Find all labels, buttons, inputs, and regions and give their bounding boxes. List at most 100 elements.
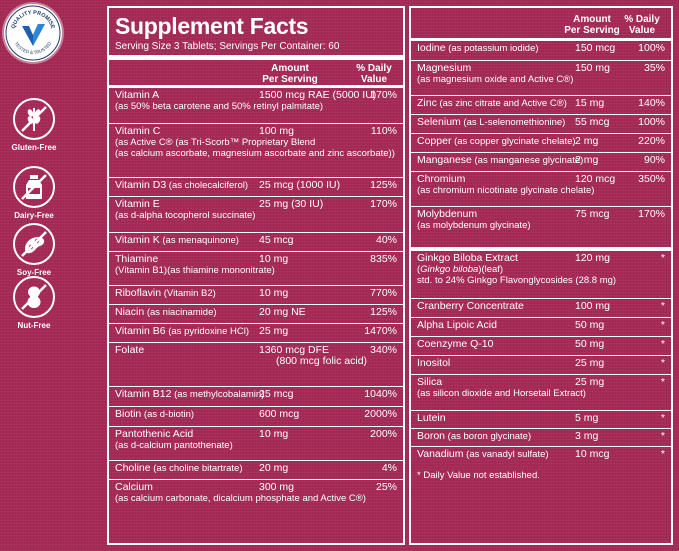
amount-header-1: Amount — [573, 14, 611, 25]
nutrient-row: Cranberry Concentrate 100 mg * — [411, 299, 671, 318]
nutrient-row: Vitamin B6 (as pyridoxine HCl) 25 mg 1470% — [109, 324, 403, 343]
amount-header-1: Amount — [271, 63, 309, 74]
daily-value: 350% — [638, 173, 665, 185]
nutrient-row: Vitamin D3 (as cholecalciferol) 25 mcg (1… — [109, 178, 403, 197]
nutrient-row: Vitamin E (as d-alpha tocopherol succinat… — [109, 197, 403, 233]
nutrient-name: Riboflavin — [115, 287, 162, 299]
amount-per-serving: 1360 mcg DFE — [259, 344, 330, 356]
nutrient-name: Vitamin D3 — [115, 179, 167, 191]
amount-header-2: Per Serving — [262, 74, 318, 85]
nutrient-source: (as magnesium oxide and Active C®) — [417, 74, 574, 85]
nutrient-row: Vitamin C (as Active C® (as Tri-Scorb™ Pr… — [109, 124, 403, 178]
nutrient-row: Folate 1360 mcg DFE (800 mcg folic acid) 34… — [109, 343, 403, 387]
amount-per-serving: 2 mg — [575, 135, 599, 147]
nutrient-name: Folate — [115, 344, 145, 356]
nutrient-row: Vitamin K (as menaquinone) 45 mcg 40% — [109, 233, 403, 252]
nutrient-source: (as molybdenum glycinate) — [417, 220, 531, 231]
nutrient-source: (as calcium carbonate, dicalcium phospha… — [115, 493, 366, 504]
daily-value: * — [660, 319, 665, 331]
nutrient-source: (as manganese glycinate) — [471, 155, 584, 166]
panel-title: Supplement Facts — [115, 13, 309, 39]
nutrient-row: Thiamine (Vitamin B1)(as thiamine mononit… — [109, 252, 403, 286]
nutrient-row: Chromium (as chromium nicotinate glycinat… — [411, 172, 671, 207]
daily-value: * — [660, 300, 665, 312]
dairy-free-badge: Dairy-Free — [8, 166, 60, 220]
amount-per-serving: 120 mg — [575, 252, 611, 264]
amount-per-serving: 1500 mcg RAE (5000 IU) — [259, 89, 377, 101]
nutrient-row: Iodine (as potassium iodide) 150 mcg 100% — [411, 41, 671, 61]
nutrient-source: (as choline bitartrate) — [150, 463, 243, 474]
nutrient-source: (as chromium nicotinate glycinate chelat… — [417, 185, 595, 196]
nutrient-row: Copper (as copper glycinate chelate) 2 mg… — [411, 134, 671, 153]
dairy-free-label: Dairy-Free — [14, 211, 54, 220]
soy-free-label: Soy-Free — [16, 268, 52, 277]
botanical-name: Ginkgo biloba — [420, 264, 479, 275]
nutrient-row: Selenium (as L-selenomethionine) 55 mcg 10… — [411, 115, 671, 134]
nutrient-name: Pantothenic Acid — [115, 428, 194, 440]
nutrient-name: Thiamine — [115, 253, 159, 265]
nut-free-badge: Nut-Free — [8, 276, 60, 330]
nutrient-source: (as vanadyl sulfate) — [463, 449, 549, 460]
daily-value: 770% — [370, 287, 397, 299]
daily-value: 1040% — [364, 388, 397, 400]
nutrient-source: (as copper glycinate chelate) — [451, 136, 576, 147]
amount-per-serving: 600 mcg — [259, 408, 300, 420]
amount-per-serving: 15 mg — [575, 97, 605, 109]
nutrient-row: Ginkgo Biloba Extract (Ginkgo biloba)(lea… — [411, 251, 671, 299]
daily-value: 90% — [643, 154, 665, 166]
nutrient-row: Alpha Lipoic Acid 50 mg * — [411, 318, 671, 337]
nutrient-name: Copper — [417, 135, 452, 147]
quality-promise-badge: QUALITY PROMISE TESTED & TRUSTED — [4, 4, 62, 62]
amount-per-serving: 20 mg NE — [259, 306, 306, 318]
amount-per-serving: 3 mg — [575, 430, 599, 442]
daily-value: 200% — [370, 428, 397, 440]
nutrient-row: Vitamin A (as 50% beta carotene and 50% r… — [109, 88, 403, 124]
amount-per-serving: 25 mg — [575, 376, 605, 388]
nutrient-source: (as menaquinone) — [159, 235, 239, 246]
amount-per-serving: 75 mcg — [575, 208, 610, 220]
amount-per-serving: 10 mg — [259, 428, 289, 440]
daily-value: 100% — [638, 42, 665, 54]
daily-value: 125% — [370, 179, 397, 191]
nut-free-label: Nut-Free — [17, 321, 51, 330]
daily-value: * — [660, 357, 665, 369]
nutrient-name: Iodine — [417, 42, 446, 54]
amount-per-serving: 300 mg — [259, 481, 295, 493]
nutrient-row: Vanadium (as vanadyl sulfate) 10 mcg * — [411, 447, 671, 466]
daily-value: * — [660, 338, 665, 350]
amount-per-serving: 50 mg — [575, 319, 605, 331]
column-header: Amount Per Serving % Daily Value — [109, 60, 403, 88]
nutrient-row: Riboflavin (Vitamin B2) 10 mg 770% — [109, 286, 403, 305]
nutrient-name: Manganese — [417, 154, 472, 166]
nutrient-row: Biotin (as d-biotin) 600 mcg 2000% — [109, 407, 403, 427]
nutrient-row: Boron (as boron glycinate) 3 mg * — [411, 429, 671, 447]
amount-per-serving: 50 mg — [575, 338, 605, 350]
nutrient-name: Chromium — [417, 173, 466, 185]
nutrient-name: Vitamin C — [115, 125, 161, 137]
daily-value: * — [660, 412, 665, 424]
daily-value: 110% — [370, 125, 397, 137]
dv-header-1: % Daily — [624, 14, 660, 25]
amount-header-2: Per Serving — [564, 25, 620, 36]
soy-free-badge: Soy-Free — [8, 223, 60, 277]
dv-header-2: Value — [628, 25, 656, 36]
amount-per-serving: 10 mg — [259, 253, 289, 265]
nutrient-row: Vitamin B12 (as methylcobalamin) 25 mcg 10… — [109, 387, 403, 407]
nutrient-name: Alpha Lipoic Acid — [417, 319, 497, 331]
nutrient-source: (Vitamin B2) — [161, 288, 216, 299]
amount-per-serving: 10 mg — [259, 287, 289, 299]
quality-checkmark-icon: QUALITY PROMISE TESTED & TRUSTED — [5, 5, 61, 61]
amount-per-serving: 100 mg — [259, 125, 295, 137]
nutrient-name: Ginkgo Biloba Extract — [417, 252, 518, 264]
amount-per-serving: 10 mcg — [575, 448, 610, 460]
nutrient-row: Choline (as choline bitartrate) 20 mg 4% — [109, 461, 403, 480]
nutrient-source: (Vitamin B1)(as thiamine mononitrate) — [115, 265, 275, 276]
footnote: * Daily Value not established. — [417, 470, 540, 481]
amount-per-serving: 2 mg — [575, 154, 599, 166]
daily-value: * — [660, 430, 665, 442]
nutrient-source: (as methylcobalamin) — [171, 389, 265, 400]
nutrient-source: (as boron glycinate) — [445, 431, 532, 442]
nutrient-name: Vitamin A — [115, 89, 160, 101]
nutrient-source: (as d-calcium pantothenate) — [115, 440, 233, 451]
nutrient-name: Cranberry Concentrate — [417, 300, 524, 312]
